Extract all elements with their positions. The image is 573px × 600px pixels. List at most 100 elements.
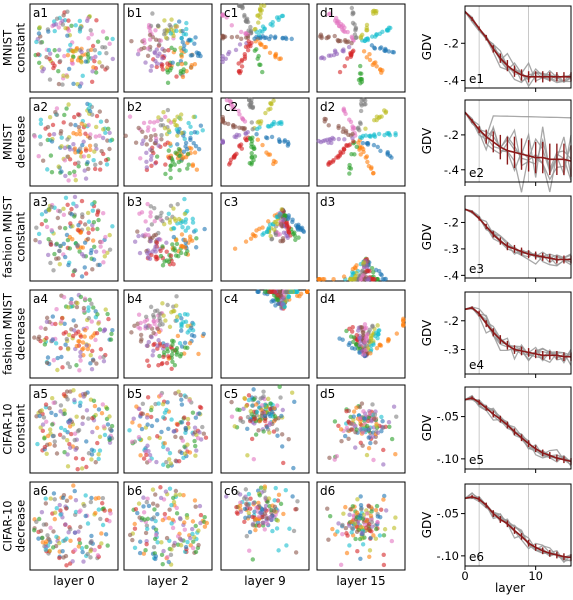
scatter-point bbox=[281, 460, 286, 466]
scatter-point bbox=[165, 70, 170, 75]
scatter-point bbox=[48, 260, 53, 266]
scatter-point bbox=[227, 98, 233, 104]
scatter-point bbox=[353, 445, 358, 450]
scatter-point bbox=[190, 216, 195, 222]
scatter-point bbox=[363, 336, 368, 341]
scatter-point bbox=[185, 323, 190, 329]
scatter-point bbox=[182, 43, 187, 48]
scatter-point bbox=[46, 47, 52, 53]
scatter-point bbox=[146, 363, 152, 369]
scatter-point bbox=[259, 511, 264, 516]
column-label: layer 15 bbox=[336, 574, 385, 588]
scatter-point bbox=[224, 15, 229, 20]
scatter-point bbox=[183, 394, 189, 400]
scatter-point bbox=[184, 515, 190, 520]
scatter-point bbox=[363, 126, 368, 131]
scatter-point bbox=[198, 123, 204, 128]
scatter-point bbox=[350, 136, 355, 141]
scatter-point bbox=[341, 147, 347, 152]
scatter-point bbox=[192, 535, 197, 540]
scatter-point bbox=[332, 33, 337, 39]
scatter-point bbox=[56, 164, 61, 169]
scatter-point bbox=[176, 146, 182, 152]
scatter-point bbox=[63, 330, 69, 335]
scatter-point bbox=[344, 409, 349, 414]
scatter-point bbox=[234, 504, 239, 510]
scatter-point bbox=[152, 219, 157, 224]
scatter-point bbox=[61, 13, 66, 18]
scatter-point bbox=[179, 324, 184, 329]
scatter-point bbox=[188, 535, 193, 541]
scatter-point bbox=[162, 410, 168, 415]
scatter-point bbox=[343, 526, 349, 531]
scatter-point bbox=[332, 419, 338, 424]
scatter-point bbox=[64, 438, 70, 443]
y-tick-label: -.10 bbox=[437, 549, 459, 563]
scatter-point bbox=[234, 510, 240, 515]
scatter-point bbox=[387, 424, 392, 429]
scatter-point bbox=[99, 64, 105, 69]
scatter-point bbox=[148, 323, 153, 329]
scatter-point bbox=[244, 403, 249, 409]
scatter-point bbox=[100, 29, 106, 34]
scatter-point bbox=[149, 163, 154, 168]
scatter-point bbox=[82, 327, 88, 333]
scatter-point bbox=[92, 403, 98, 409]
scatter-point bbox=[151, 120, 157, 125]
scatter-point bbox=[38, 141, 43, 147]
scatter-point bbox=[52, 251, 57, 257]
scatter-point bbox=[87, 143, 93, 149]
scatter-point bbox=[352, 346, 357, 351]
scatter-point bbox=[139, 141, 145, 147]
scatter-point bbox=[80, 456, 86, 462]
scatter-point bbox=[375, 323, 380, 328]
scatter-point bbox=[381, 533, 387, 538]
scatter-point bbox=[289, 390, 295, 395]
scatter-point bbox=[198, 512, 204, 518]
scatter-point bbox=[38, 40, 43, 45]
scatter-point bbox=[178, 250, 184, 256]
scatter-point bbox=[336, 123, 341, 129]
scatter-point bbox=[52, 510, 58, 515]
scatter-point bbox=[375, 277, 380, 282]
scatter-point bbox=[381, 425, 386, 430]
scatter-point bbox=[45, 252, 51, 258]
scatter-point bbox=[193, 143, 199, 149]
scatter-point bbox=[95, 226, 100, 232]
scatter-point bbox=[88, 555, 93, 560]
scatter-point bbox=[167, 450, 173, 456]
scatter-point bbox=[326, 123, 331, 128]
scatter-point bbox=[178, 328, 184, 333]
scatter-point bbox=[244, 497, 250, 502]
scatter-point bbox=[160, 561, 165, 567]
scatter-point bbox=[141, 456, 147, 461]
scatter-point bbox=[191, 114, 196, 120]
scatter-point bbox=[53, 412, 58, 418]
scatter-point bbox=[74, 204, 79, 209]
scatter-point bbox=[161, 415, 166, 420]
scatter-point bbox=[160, 62, 165, 67]
scatter-point bbox=[248, 506, 253, 511]
scatter-point bbox=[163, 162, 168, 167]
scatter-point bbox=[164, 215, 170, 221]
scatter-point bbox=[325, 506, 330, 511]
scatter-point bbox=[145, 128, 151, 133]
gdv-run-line bbox=[464, 111, 572, 139]
scatter-point bbox=[106, 126, 111, 131]
scatter-point bbox=[145, 496, 150, 501]
scatter-point bbox=[141, 120, 147, 126]
scatter-point bbox=[381, 447, 386, 453]
scatter-point bbox=[94, 331, 100, 336]
scatter-point bbox=[50, 314, 56, 319]
scatter-point bbox=[84, 544, 89, 550]
scatter-point bbox=[65, 52, 71, 58]
scatter-point bbox=[349, 421, 354, 426]
scatter-point bbox=[87, 102, 92, 108]
scatter-point bbox=[366, 445, 372, 451]
scatter-point bbox=[284, 289, 290, 294]
scatter-point bbox=[107, 41, 112, 47]
scatter-point bbox=[183, 345, 188, 350]
scatter-point bbox=[73, 23, 78, 28]
scatter-point bbox=[378, 67, 383, 72]
scatter-point bbox=[157, 353, 162, 359]
